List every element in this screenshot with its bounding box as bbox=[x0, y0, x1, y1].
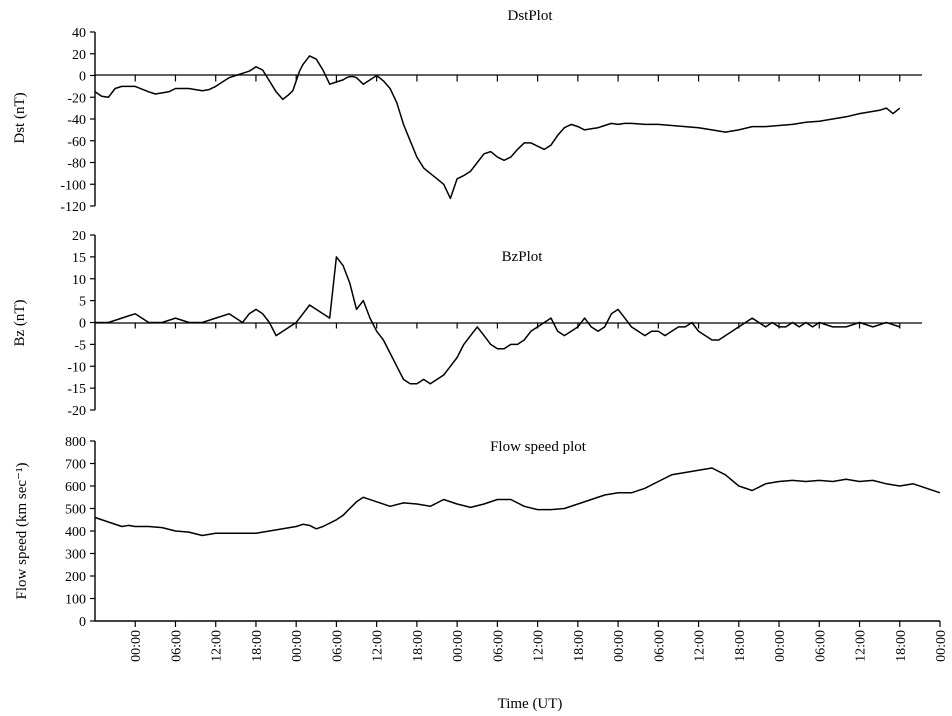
bz-xticks bbox=[134, 322, 901, 329]
bz-ytick-label: -15 bbox=[67, 382, 86, 397]
flow-ytick-label: 100 bbox=[65, 593, 86, 608]
bz-ytick-label: -5 bbox=[74, 338, 86, 353]
flow-ytick-label: 400 bbox=[65, 525, 86, 540]
dst-yticks: 40 20 0 -20 -40 -60 -80 -100 -120 bbox=[60, 26, 95, 215]
bz-ytick-label: 0 bbox=[79, 317, 86, 332]
dst-ytick-label: -40 bbox=[67, 113, 86, 128]
flow-xticks bbox=[134, 621, 941, 627]
dst-ytick-label: 20 bbox=[72, 48, 86, 63]
x-tick-label: 12:00 bbox=[693, 630, 708, 662]
flow-panel: Flow speed plot Flow speed (km sec⁻¹) 80… bbox=[14, 435, 949, 662]
flow-ytick-label: 600 bbox=[65, 480, 86, 495]
bz-ytick-label: -20 bbox=[67, 404, 86, 419]
flow-ytick-label: 800 bbox=[65, 435, 86, 450]
x-axis-label: Time (UT) bbox=[498, 696, 563, 712]
dst-ylabel: Dst (nT) bbox=[12, 92, 28, 143]
dst-ytick-label: 40 bbox=[72, 26, 86, 41]
flow-ytick-label: 300 bbox=[65, 548, 86, 563]
dst-xticks bbox=[134, 75, 901, 82]
dst-panel: DstPlot Dst (nT) 40 20 0 -20 -40 -60 -80 -100 -1… bbox=[12, 8, 922, 215]
dst-ytick-label: -120 bbox=[60, 200, 86, 215]
dst-title: DstPlot bbox=[507, 8, 553, 24]
x-tick-label: 12:00 bbox=[371, 630, 386, 662]
dst-ytick-label: -20 bbox=[67, 91, 86, 106]
x-tick-label: 00:00 bbox=[934, 630, 949, 662]
flow-ytick-label: 0 bbox=[79, 615, 86, 630]
x-tick-label: 12:00 bbox=[532, 630, 547, 662]
x-tick-label: 06:00 bbox=[170, 630, 185, 662]
dst-series-line bbox=[94, 55, 901, 200]
x-tick-label: 00:00 bbox=[451, 630, 466, 662]
bz-ytick-label: -10 bbox=[67, 360, 86, 375]
dst-ytick-label: -80 bbox=[67, 157, 86, 172]
x-tick-label: 18:00 bbox=[894, 630, 909, 662]
x-tick-label: 00:00 bbox=[129, 630, 144, 662]
x-tick-label: 06:00 bbox=[813, 630, 828, 662]
bz-ytick-label: 5 bbox=[79, 295, 86, 310]
flow-series-line bbox=[94, 467, 941, 537]
flow-yticks: 800 700 600 500 400 300 200 100 0 bbox=[65, 435, 95, 630]
x-tick-label: 18:00 bbox=[572, 630, 587, 662]
x-tick-label: 18:00 bbox=[411, 630, 426, 662]
flow-title: Flow speed plot bbox=[490, 439, 587, 455]
x-tick-label: 12:00 bbox=[854, 630, 869, 662]
bz-ylabel: Bz (nT) bbox=[12, 299, 28, 346]
flow-ytick-label: 700 bbox=[65, 458, 86, 473]
flow-ytick-label: 500 bbox=[65, 503, 86, 518]
bz-yticks: 20 15 10 5 0 -5 -10 -15 -20 bbox=[67, 229, 95, 419]
dst-ytick-label: -100 bbox=[60, 178, 86, 193]
x-tick-label: 06:00 bbox=[652, 630, 667, 662]
x-tick-label: 06:00 bbox=[491, 630, 506, 662]
bz-ytick-label: 15 bbox=[72, 251, 86, 266]
bz-ytick-label: 20 bbox=[72, 229, 86, 244]
x-tick-label: 18:00 bbox=[733, 630, 748, 662]
flow-ytick-label: 200 bbox=[65, 570, 86, 585]
x-tick-label: 12:00 bbox=[210, 630, 225, 662]
x-tick-label: 00:00 bbox=[773, 630, 788, 662]
x-tick-labels: 00:00 06:00 12:00 18:00 00:00 06:00 12:00 18:00… bbox=[129, 630, 949, 662]
bz-series-line bbox=[95, 256, 901, 385]
bz-ytick-label: 10 bbox=[72, 273, 86, 288]
x-tick-label: 00:00 bbox=[290, 630, 305, 662]
bz-title: BzPlot bbox=[502, 249, 544, 265]
dst-ytick-label: 0 bbox=[79, 70, 86, 85]
x-tick-label: 18:00 bbox=[250, 630, 265, 662]
flow-ylabel: Flow speed (km sec⁻¹) bbox=[14, 463, 30, 600]
x-tick-label: 06:00 bbox=[330, 630, 345, 662]
bz-panel: BzPlot Bz (nT) 20 15 10 5 0 -5 -10 -15 -20 bbox=[12, 229, 922, 419]
x-tick-label: 00:00 bbox=[612, 630, 627, 662]
dst-ytick-label: -60 bbox=[67, 135, 86, 150]
